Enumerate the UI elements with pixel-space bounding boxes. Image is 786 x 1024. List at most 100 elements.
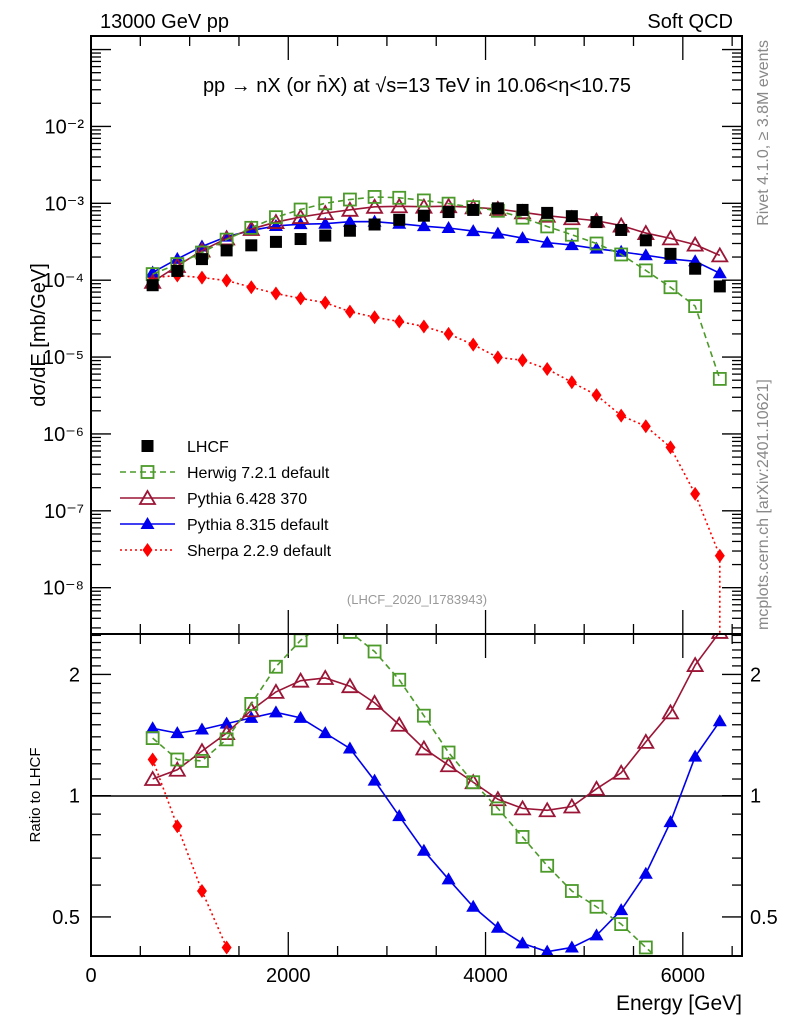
ratio-point-pythia8 [490,920,505,933]
ratio-point-pythia8 [663,815,678,828]
ratio-line-sherpa [151,759,231,956]
data-point-lhcf [319,229,332,242]
data-point-pythia6 [661,229,680,246]
data-point-lhcf [713,280,726,293]
ratio-point-pythia8 [145,721,160,734]
ratio-series [143,634,729,1019]
y-tick-label: 10⁻⁸ [43,578,84,600]
ratio-point-pythia8 [540,944,554,956]
data-point-lhcf [146,279,159,292]
data-point-sherpa [690,486,701,501]
ratio-point-sherpa [246,1005,256,1019]
ratio-point-pythia6 [513,799,532,816]
data-point-lhcf [417,209,430,222]
ratio-point-pythia6 [390,715,409,732]
data-point-lhcf [269,235,282,248]
legend: LHCF Herwig 7.2.1 default Pythia 6.428 370… [120,439,332,560]
y-axis-label: dσ/dE [mb/GeV] [28,263,50,407]
ratio-point-pythia6 [710,634,729,639]
data-point-lhcf [516,203,529,216]
ratio-series-sherpa [147,752,256,1019]
data-point-pythia6 [266,213,286,229]
ratio-point-pythia8 [688,749,703,762]
data-point-pythia6 [390,197,409,214]
ratio-point-pythia8 [392,809,407,822]
data-point-lhcf [220,244,233,257]
data-point-lhcf [664,247,677,260]
ratio-point-pythia8 [515,936,530,949]
header-left: 13000 GeV pp [100,11,229,33]
series-line-pythia6 [152,205,721,283]
ratio-point-pythia8 [416,843,431,856]
ratio-point-pythia6 [661,703,680,720]
analysis-watermark: (LHCF_2020_I1783943) [347,592,487,607]
ratio-point-pythia6 [636,733,655,749]
ratio-point-herwig [219,732,234,747]
ratio-point-pythia8 [318,726,333,739]
ratio-point-pythia8 [367,773,382,786]
data-point-sherpa [665,440,676,455]
data-point-pythia8 [564,238,579,251]
ratio-point-herwig [589,899,604,914]
legend-label: LHCF [187,439,229,456]
data-point-herwig [244,220,259,235]
y-tick-label: 10⁻⁷ [44,501,84,523]
ratio-point-pythia6 [192,742,212,759]
data-point-pythia6 [686,235,705,252]
data-point-sherpa [517,353,528,368]
data-point-lhcf [590,216,603,229]
ratio-point-pythia6 [538,801,557,818]
data-point-pythia8 [466,224,481,237]
data-point-pythia8 [490,226,505,239]
data-point-herwig [343,192,357,207]
ratio-point-pythia6 [340,677,359,694]
data-point-sherpa [221,273,232,288]
y-tick-label: 10⁻⁶ [43,424,84,446]
ratio-line-herwig [152,634,657,956]
ratio-point-pythia6 [488,790,507,807]
main-panel: pp → nX (or n̄X) at √s=13 TeV in 10.06<η… [28,35,743,635]
ratio-point-herwig [638,940,653,955]
ratio-point-pythia8 [466,899,481,912]
data-point-sherpa [246,280,257,295]
data-point-pythia8 [416,219,431,232]
ratio-point-pythia8 [712,714,727,727]
data-point-lhcf [343,224,356,237]
ratio-point-herwig [367,644,382,659]
data-point-sherpa [492,350,503,365]
ratio-point-pythia6 [266,683,286,699]
ratio-point-sherpa [221,940,232,955]
x-tick-label: 6000 [661,965,706,987]
data-point-lhcf [491,202,504,215]
data-point-sherpa [418,319,429,334]
data-point-pythia6 [710,246,729,263]
data-point-herwig [540,219,555,234]
data-point-sherpa [616,408,627,423]
ratio-panel: Ratio to LHCF Energy [GeV] 0.5 0.5 1 1 2 2 0 20… [27,633,778,1019]
ratio-point-sherpa [196,883,207,898]
ratio-point-pythia8 [170,726,185,739]
ratio-point-herwig [466,775,481,790]
data-point-herwig [367,190,382,204]
data-point-pythia8 [638,248,653,261]
data-point-lhcf [565,210,578,223]
data-point-lhcf [294,233,307,246]
data-point-sherpa [369,310,380,325]
data-point-herwig [318,196,333,211]
data-point-lhcf [195,253,208,266]
series-line-sherpa [152,274,721,557]
legend-entry-lhcf: LHCF [141,439,229,456]
ratio-point-herwig [269,659,283,674]
ratio-frame [90,633,743,957]
ratio-point-herwig [244,696,259,711]
data-point-sherpa [394,314,405,329]
ratio-point-herwig [614,917,629,932]
data-point-sherpa [468,337,479,352]
legend-label: Herwig 7.2.1 default [187,465,330,482]
data-point-herwig [269,210,283,225]
series-sherpa [147,268,725,563]
ratio-axis-ticks [90,634,742,957]
data-point-sherpa [542,361,553,376]
x-tick-label: 4000 [463,965,508,987]
